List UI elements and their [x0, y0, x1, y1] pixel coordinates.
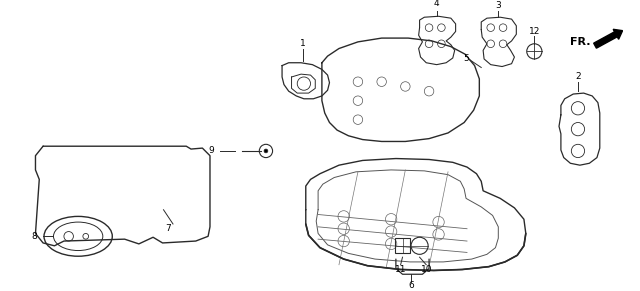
- Text: 5: 5: [463, 54, 469, 63]
- Text: 4: 4: [434, 0, 440, 8]
- Circle shape: [264, 149, 268, 153]
- Text: 6: 6: [408, 281, 414, 290]
- Text: 3: 3: [495, 1, 501, 10]
- Text: 9: 9: [208, 146, 214, 155]
- FancyArrow shape: [594, 29, 623, 48]
- Text: 7: 7: [165, 224, 171, 233]
- Text: FR.: FR.: [570, 37, 590, 47]
- Text: 10: 10: [420, 265, 432, 274]
- Text: 12: 12: [529, 27, 540, 36]
- Text: 2: 2: [575, 72, 580, 81]
- Text: 1: 1: [300, 39, 306, 48]
- Bar: [395, 238, 410, 253]
- Text: 11: 11: [395, 265, 406, 274]
- Text: 8: 8: [31, 232, 37, 241]
